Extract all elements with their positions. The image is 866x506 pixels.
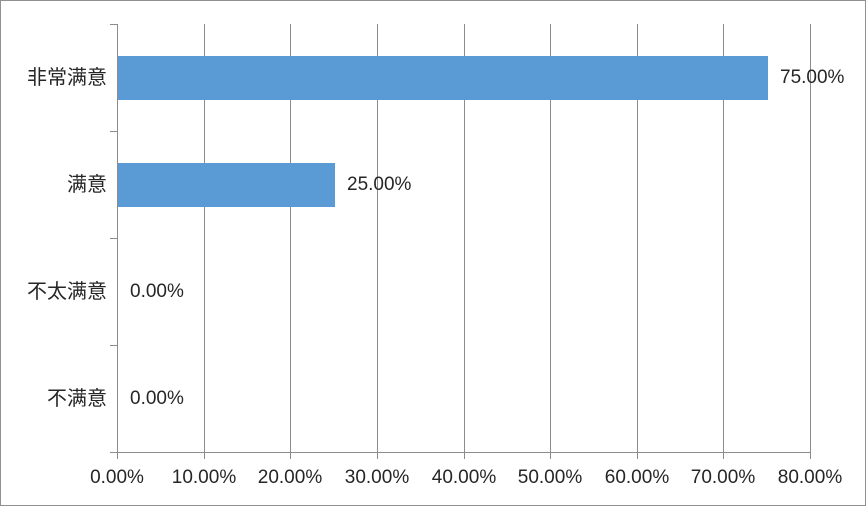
x-axis-tick-label: 20.00% <box>257 467 323 488</box>
data-label: 25.00% <box>347 174 412 195</box>
data-label: 0.00% <box>130 281 184 302</box>
x-axis-tick-label: 50.00% <box>517 467 583 488</box>
category-label: 不太满意 <box>27 281 107 303</box>
x-axis-tick <box>204 452 205 459</box>
x-axis-tick-label: 10.00% <box>171 467 237 488</box>
bar-满意 <box>118 163 335 207</box>
y-axis-line <box>117 24 118 452</box>
vertical-gridline <box>723 24 724 452</box>
x-axis-line <box>117 452 811 453</box>
data-label: 0.00% <box>130 388 184 409</box>
vertical-gridline <box>377 24 378 452</box>
y-axis-tick <box>110 131 117 132</box>
x-axis-tick <box>377 452 378 459</box>
x-axis-tick <box>550 452 551 459</box>
x-axis-tick-label: 60.00% <box>604 467 670 488</box>
category-label: 不满意 <box>47 388 107 410</box>
x-axis-tick <box>290 452 291 459</box>
data-label: 75.00% <box>780 67 845 88</box>
x-axis-tick-label: 70.00% <box>690 467 756 488</box>
y-axis-tick <box>110 452 117 453</box>
x-axis-tick-label: 0.00% <box>90 467 144 488</box>
x-axis-tick <box>464 452 465 459</box>
vertical-gridline <box>637 24 638 452</box>
vertical-gridline <box>204 24 205 452</box>
category-label: 非常满意 <box>27 67 107 89</box>
vertical-gridline <box>290 24 291 452</box>
vertical-gridline <box>810 24 811 452</box>
x-axis-tick <box>810 452 811 459</box>
x-axis-tick <box>637 452 638 459</box>
y-axis-tick <box>110 345 117 346</box>
x-axis-tick-label: 80.00% <box>777 467 843 488</box>
x-axis-tick-label: 30.00% <box>344 467 410 488</box>
y-axis-tick <box>110 238 117 239</box>
category-label: 满意 <box>67 174 107 196</box>
bar-非常满意 <box>118 56 768 100</box>
x-axis-tick <box>723 452 724 459</box>
vertical-gridline <box>464 24 465 452</box>
vertical-gridline <box>550 24 551 452</box>
x-axis-tick <box>117 452 118 459</box>
y-axis-tick <box>110 24 117 25</box>
x-axis-tick-label: 40.00% <box>431 467 497 488</box>
